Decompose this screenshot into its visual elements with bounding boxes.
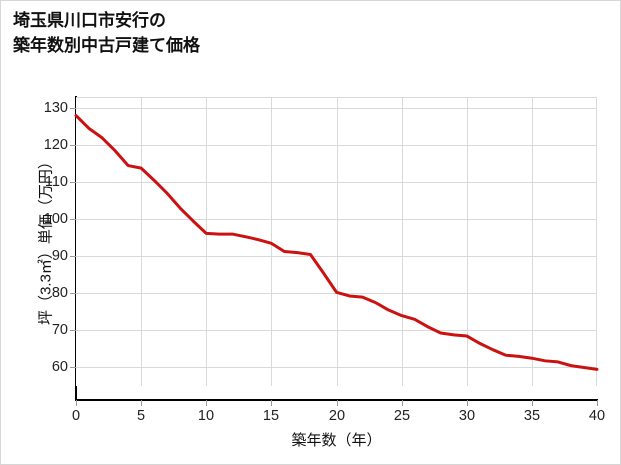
y-tick-label-130: 130 (43, 100, 68, 116)
plot-area (74, 97, 599, 386)
gridline-y-60 (76, 367, 597, 368)
x-tick-mark-30 (467, 400, 468, 406)
y-tick-label-70: 70 (51, 322, 68, 338)
y-tick-label-90: 90 (51, 248, 68, 264)
gridline-x-20 (337, 97, 338, 386)
y-tick-label-100: 100 (43, 211, 68, 227)
plot-top-spine (76, 97, 597, 98)
y-tick-mark-80 (70, 293, 76, 294)
chart-title: 埼玉県川口市安行の 築年数別中古戸建て価格 (13, 11, 200, 55)
gridline-x-30 (467, 97, 468, 386)
gridline-x-5 (141, 97, 142, 386)
x-axis-spine (75, 399, 598, 401)
y-tick-mark-100 (70, 219, 76, 220)
series-line-tsubo-unit-price (74, 114, 599, 371)
y-tick-mark-130 (70, 108, 76, 109)
x-tick-mark-5 (141, 400, 142, 406)
gridline-y-90 (76, 256, 597, 257)
gridline-y-130 (76, 108, 597, 109)
x-tick-mark-35 (532, 400, 533, 406)
y-tick-label-60: 60 (51, 359, 68, 375)
y-tick-label-120: 120 (43, 137, 68, 153)
x-axis-label: 築年数（年） (291, 432, 382, 449)
y-tick-label-110: 110 (44, 174, 68, 190)
gridline-y-70 (76, 330, 597, 331)
y-axis-label: 坪（3.3㎡）単価（万円） (37, 154, 55, 325)
x-tick-label-35: 35 (523, 408, 541, 424)
y-tick-mark-60 (70, 367, 76, 368)
x-tick-mark-15 (271, 400, 272, 406)
x-tick-mark-10 (206, 400, 207, 406)
y-tick-mark-90 (70, 256, 76, 257)
x-tick-mark-20 (337, 400, 338, 406)
gridline-x-25 (402, 97, 403, 386)
x-tick-label-5: 5 (136, 408, 146, 424)
x-tick-label-20: 20 (328, 408, 346, 424)
x-tick-label-25: 25 (393, 408, 411, 424)
x-tick-label-40: 40 (588, 408, 606, 424)
gridline-x-15 (271, 97, 272, 386)
x-tick-label-15: 15 (262, 408, 280, 424)
y-tick-mark-110 (70, 182, 76, 183)
x-tick-label-30: 30 (458, 408, 476, 424)
y-tick-mark-120 (70, 145, 76, 146)
gridline-x-10 (206, 97, 207, 386)
x-tick-mark-0 (76, 400, 77, 406)
gridline-y-120 (76, 145, 597, 146)
x-tick-mark-25 (402, 400, 403, 406)
x-tick-label-0: 0 (71, 408, 81, 424)
x-tick-mark-40 (597, 400, 598, 406)
gridline-x-35 (532, 97, 533, 386)
y-tick-mark-70 (70, 330, 76, 331)
plot-right-spine (596, 97, 597, 386)
gridline-y-100 (76, 219, 597, 220)
x-tick-label-10: 10 (197, 408, 215, 424)
y-tick-label-80: 80 (51, 285, 68, 301)
data-line-svg (74, 114, 599, 371)
gridline-y-110 (76, 182, 597, 183)
